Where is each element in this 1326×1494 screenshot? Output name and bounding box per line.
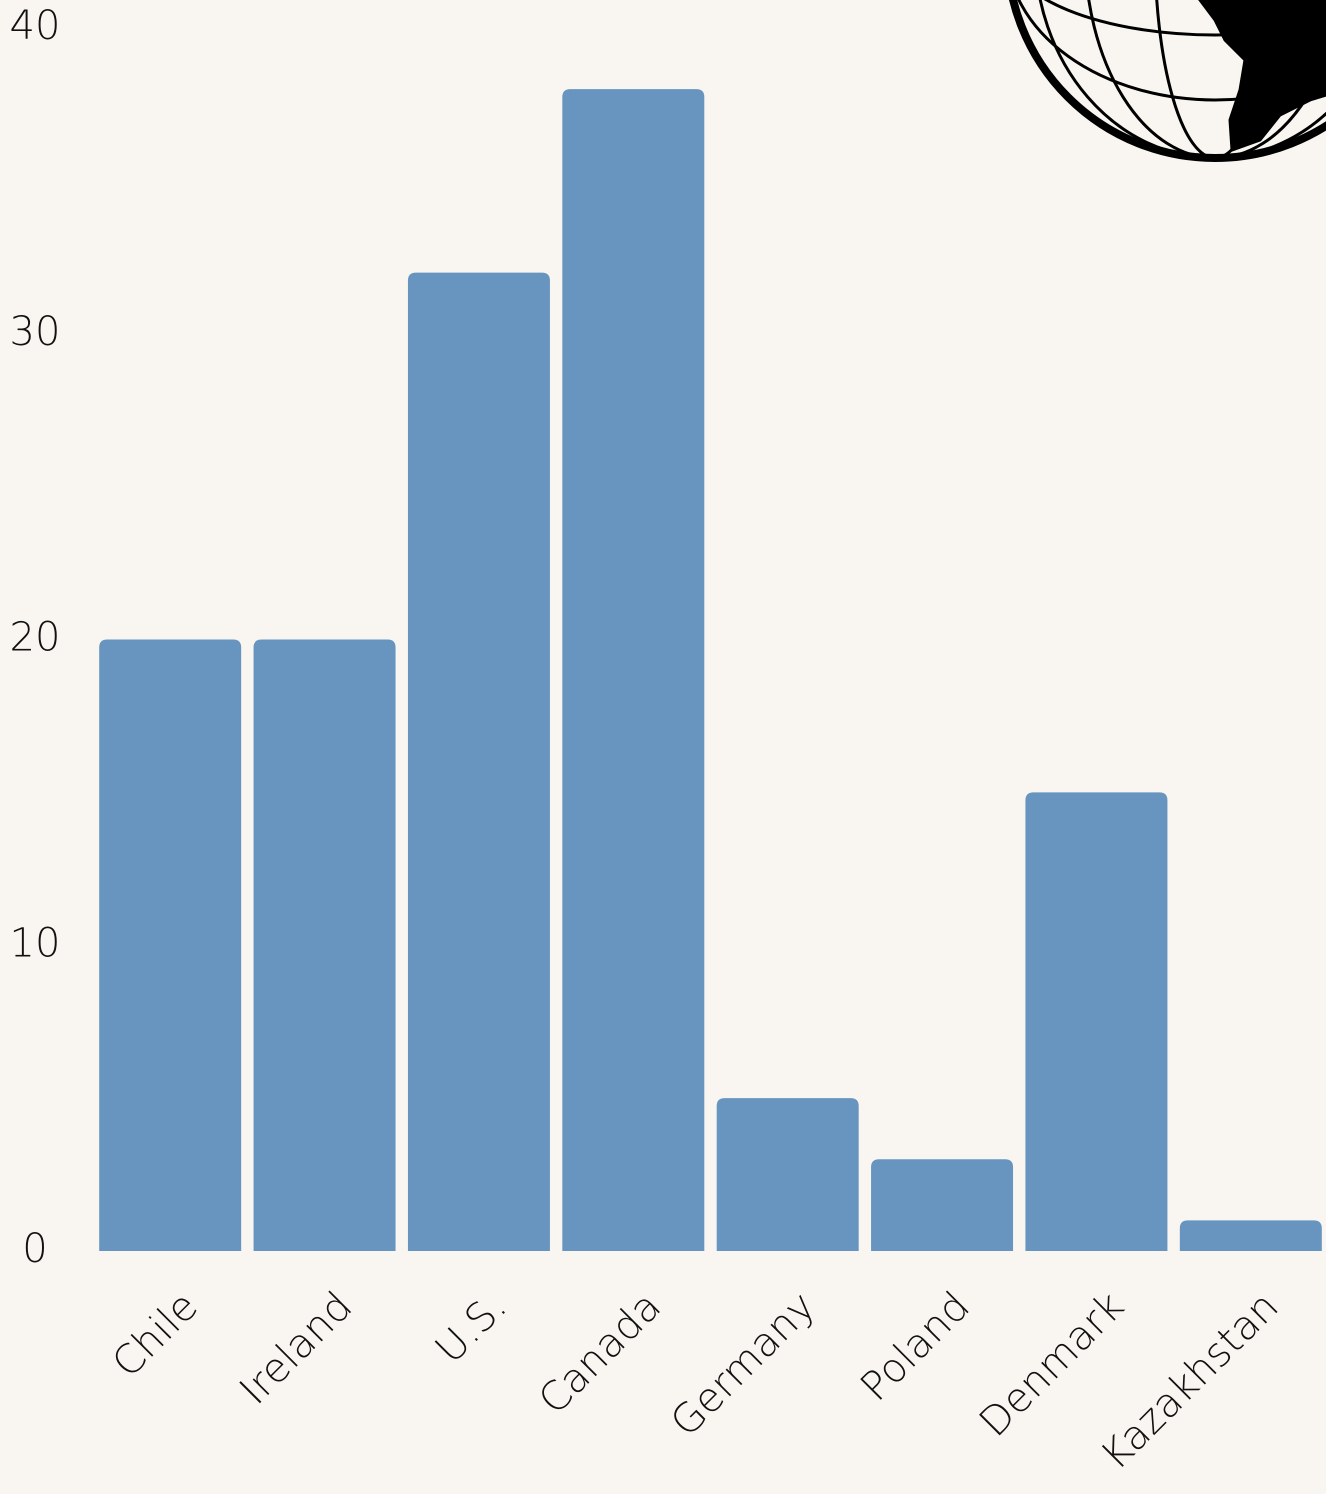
bar: [1179, 1220, 1322, 1251]
bar: [99, 639, 242, 1251]
bar: [253, 639, 396, 1251]
y-tick-label: 30: [10, 309, 61, 355]
x-tick-label: Poland: [852, 1283, 979, 1410]
x-tick-label: Chile: [104, 1283, 207, 1386]
y-tick-label: 20: [10, 615, 61, 661]
x-tick-label: Canada: [530, 1283, 670, 1423]
y-tick-label: 10: [10, 920, 61, 966]
bar: [716, 1098, 859, 1251]
bar: [1025, 792, 1168, 1251]
bar: [871, 1159, 1014, 1251]
y-tick-label: 0: [22, 1226, 47, 1272]
y-tick-label: 40: [10, 3, 61, 49]
x-tick-label: Ireland: [231, 1283, 361, 1413]
bar: [407, 272, 550, 1252]
bar: [562, 89, 705, 1251]
x-tick-label: Denmark: [971, 1283, 1134, 1446]
x-tick-label: U.S.: [427, 1283, 516, 1372]
x-tick-label: Germany: [662, 1283, 825, 1446]
globe-decoration: [1007, 0, 1326, 162]
